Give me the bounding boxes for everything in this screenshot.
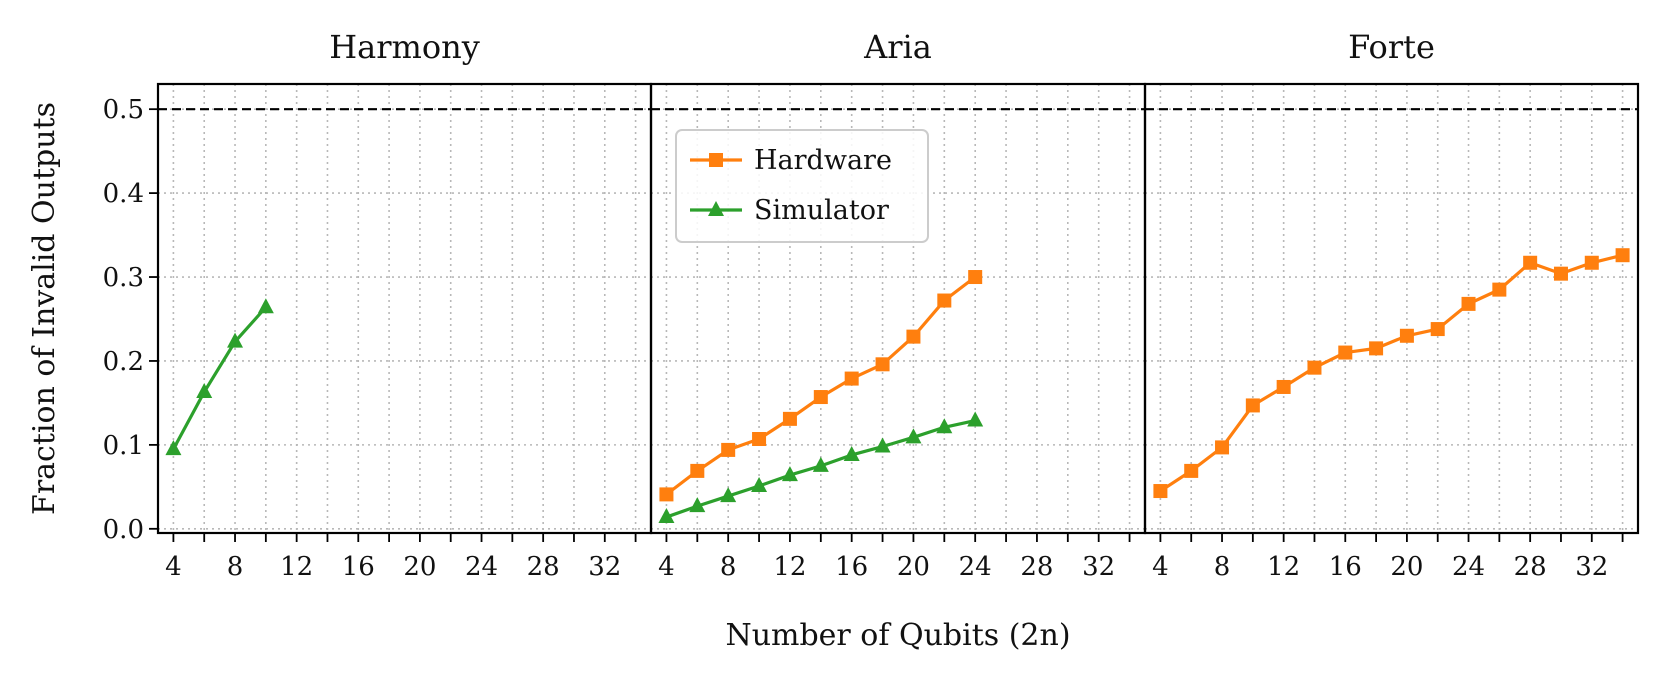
point-forte-hardware-26 [1492,282,1507,297]
legend-swatch-simulator [690,201,742,216]
point-aria-simulator-22 [936,418,953,434]
x-tick-label-aria-24: 24 [959,552,992,582]
point-aria-hardware-4 [659,487,674,502]
legend-marker-hardware [709,153,723,167]
point-aria-simulator-4 [658,508,675,524]
x-tick-label-aria-8: 8 [720,552,737,582]
point-aria-hardware-12 [782,411,797,426]
x-tick-label-harmony-16: 16 [342,552,375,582]
y-tick-label-3: 0.3 [103,263,144,293]
y-tick-label-1: 0.1 [103,431,144,461]
point-forte-hardware-28 [1523,255,1538,270]
point-forte-hardware-34 [1615,248,1630,263]
point-forte-hardware-32 [1584,255,1599,270]
panel-frame-harmony [156,82,653,535]
point-aria-simulator-6 [689,497,706,513]
point-aria-simulator-20 [905,428,922,444]
point-aria-simulator-8 [720,487,737,503]
point-forte-hardware-14 [1307,360,1322,375]
point-aria-hardware-18 [875,357,890,372]
point-forte-hardware-24 [1461,296,1476,311]
legend-swatch-hardware [690,153,742,167]
x-tick-label-forte-28: 28 [1514,552,1547,582]
panel-frames [156,82,1640,535]
point-forte-hardware-16 [1338,345,1353,360]
x-tick-label-aria-12: 12 [773,552,806,582]
point-aria-hardware-22 [937,293,952,308]
legend: Hardware Simulator [675,129,929,243]
y-tick-label-4: 0.4 [103,179,144,209]
x-tick-label-harmony-28: 28 [527,552,560,582]
x-tick-label-aria-4: 4 [658,552,675,582]
point-aria-simulator-18 [874,437,891,453]
x-tick-label-forte-12: 12 [1267,552,1300,582]
x-tick-label-harmony-8: 8 [227,552,244,582]
point-aria-simulator-24 [967,411,984,427]
point-forte-hardware-4 [1153,484,1168,499]
y-tick-label-5: 0.5 [103,95,144,125]
x-tick-label-aria-32: 32 [1082,552,1115,582]
legend-label-hardware: Hardware [754,145,892,176]
x-tick-label-harmony-24: 24 [465,552,498,582]
panel-frame-forte [1143,82,1640,535]
x-tick-label-harmony-32: 32 [588,552,621,582]
point-harmony-simulator-6 [196,383,213,399]
point-forte-hardware-20 [1399,328,1414,343]
point-forte-hardware-6 [1184,463,1199,478]
x-tick-label-forte-8: 8 [1214,552,1231,582]
grid-layer [158,84,1638,533]
x-tick-label-aria-16: 16 [835,552,868,582]
legend-box [675,129,929,243]
x-tick-label-forte-24: 24 [1452,552,1485,582]
point-aria-hardware-14 [813,390,828,405]
y-tick-label-0: 0.0 [103,515,144,545]
point-aria-hardware-16 [844,371,859,386]
x-tick-label-forte-20: 20 [1390,552,1423,582]
legend-label-simulator: Simulator [754,195,889,226]
x-tick-label-harmony-4: 4 [165,552,182,582]
point-forte-hardware-22 [1430,322,1445,337]
series-line-harmony-simulator [171,306,268,450]
point-forte-hardware-18 [1369,341,1384,356]
point-forte-hardware-30 [1553,266,1568,281]
series-line-forte-hardware [1159,253,1623,493]
y-tick-label-2: 0.2 [103,347,144,377]
x-tick-label-forte-16: 16 [1329,552,1362,582]
x-axis-label: Number of Qubits (2n) [725,618,1070,653]
panel-title-aria: Aria [863,28,932,66]
point-aria-simulator-14 [812,456,829,472]
x-tick-label-aria-20: 20 [897,552,930,582]
x-tick-label-harmony-12: 12 [280,552,313,582]
x-tick-label-harmony-20: 20 [403,552,436,582]
point-forte-hardware-8 [1215,440,1230,455]
point-aria-simulator-16 [843,445,860,461]
point-aria-hardware-20 [906,329,921,344]
x-tick-label-forte-4: 4 [1152,552,1169,582]
series-layer [165,248,1630,524]
point-aria-hardware-8 [721,442,736,457]
x-tick-label-forte-32: 32 [1575,552,1608,582]
point-forte-hardware-10 [1245,398,1260,413]
point-aria-hardware-24 [968,270,983,285]
point-aria-hardware-6 [690,463,705,478]
point-aria-simulator-10 [751,477,768,493]
panel-title-harmony: Harmony [329,28,480,66]
legend-marker-simulator [708,201,724,216]
point-aria-hardware-10 [752,432,767,447]
point-harmony-simulator-4 [165,440,182,456]
point-harmony-simulator-8 [227,332,244,348]
y-axis-label: Fraction of Invalid Outputs [27,102,62,515]
x-tick-label-aria-28: 28 [1020,552,1053,582]
point-aria-simulator-12 [781,466,798,482]
panel-title-forte: Forte [1348,28,1435,66]
point-harmony-simulator-10 [257,298,274,314]
point-forte-hardware-12 [1276,379,1291,394]
tick-layer: 4 8 12 16 20 24 28 32 4 8 12 16 20 24 28 32 4 8 12 16 20 24 28… [103,95,1624,582]
